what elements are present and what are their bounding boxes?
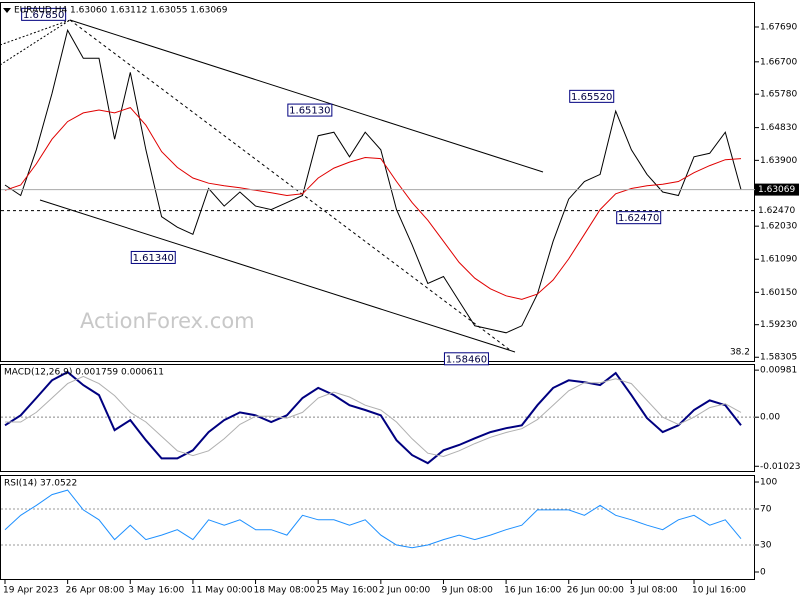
y-tick-label: 1.65780	[760, 90, 797, 100]
x-tick-label: 16 Jun 16:00	[504, 586, 561, 596]
x-tick-label: 19 Apr 2023	[3, 586, 59, 596]
y-tick-label: 0.00	[760, 413, 780, 423]
y-tick-label: 1.64830	[760, 123, 797, 133]
panel-title: MACD(12,26,9) 0.001759 0.000611	[4, 368, 164, 378]
y-tick-label: 1.67690	[760, 22, 797, 32]
x-tick-label: 3 May 16:00	[128, 586, 184, 596]
annotation-label: 1.62470	[618, 213, 659, 224]
y-tick-label: 1.60150	[760, 288, 797, 298]
y-tick-label: 1.62030	[760, 222, 797, 232]
series-line	[4, 370, 742, 465]
price-label: 1.63069	[758, 185, 795, 195]
price-label: 1.62470	[758, 206, 795, 216]
x-tick-label: 9 Jun 08:00	[441, 586, 493, 596]
x-tick-label: 26 Jun 00:00	[567, 586, 624, 596]
y-tick-label: 1.61090	[760, 255, 797, 265]
fan-line	[0, 19, 71, 46]
y-tick-label: 1.58305	[760, 353, 797, 363]
channel-lower	[39, 199, 516, 353]
y-tick-label: 70	[760, 505, 772, 515]
x-tick-label: 25 May 16:00	[316, 586, 378, 596]
series-line	[4, 28, 742, 334]
fan-line	[0, 19, 71, 66]
x-tick-label: 10 Jul 16:00	[692, 586, 746, 596]
panel-title: EURAUD,H4 1.63060 1.63112 1.63055 1.6306…	[14, 6, 228, 16]
annotation-box	[616, 211, 662, 225]
x-tick-label: 2 Jun 00:00	[379, 586, 431, 596]
channel-diagonal	[69, 19, 511, 351]
annotation-label: 1.65520	[571, 92, 612, 103]
annotation-label: 1.67850	[23, 10, 64, 21]
rsi-panel	[0, 475, 755, 580]
collapse-icon	[3, 8, 11, 13]
y-tick-label: 30	[760, 541, 772, 551]
annotation-box	[130, 250, 176, 264]
annotation-label: 1.65130	[289, 106, 330, 117]
price-box	[755, 204, 799, 217]
series-line	[4, 107, 742, 300]
y-tick-label: 1.59230	[760, 320, 797, 330]
price-panel	[0, 2, 755, 362]
y-tick-label: 1.66700	[760, 57, 797, 67]
annotation-box	[569, 89, 615, 103]
series-line	[5, 375, 742, 458]
fib-label: 38.2	[730, 348, 750, 358]
trend-lines	[0, 19, 544, 353]
y-tick-label: -0.010235	[760, 462, 800, 472]
annotation-box	[21, 7, 67, 21]
annotation-box	[443, 352, 489, 366]
panel-title: RSI(14) 37.0522	[4, 479, 77, 489]
annotation-box	[287, 103, 333, 117]
price-box	[755, 183, 799, 196]
y-tick-label: 100	[760, 478, 777, 488]
series-line	[4, 489, 742, 549]
channel-upper	[69, 19, 544, 173]
x-tick-label: 11 May 00:00	[191, 586, 253, 596]
annotation-label: 1.58460	[446, 354, 487, 365]
macd-panel	[0, 364, 755, 472]
watermark: ActionForex.com	[80, 309, 255, 333]
x-tick-label: 26 Apr 08:00	[66, 586, 125, 596]
y-tick-label: 1.63900	[760, 156, 797, 166]
x-tick-label: 3 Jul 08:00	[629, 586, 678, 596]
y-tick-label: 0	[760, 567, 766, 577]
annotation-label: 1.61340	[133, 253, 174, 264]
x-tick-label: 18 May 08:00	[254, 586, 316, 596]
y-tick-label: 0.00981	[760, 366, 797, 376]
